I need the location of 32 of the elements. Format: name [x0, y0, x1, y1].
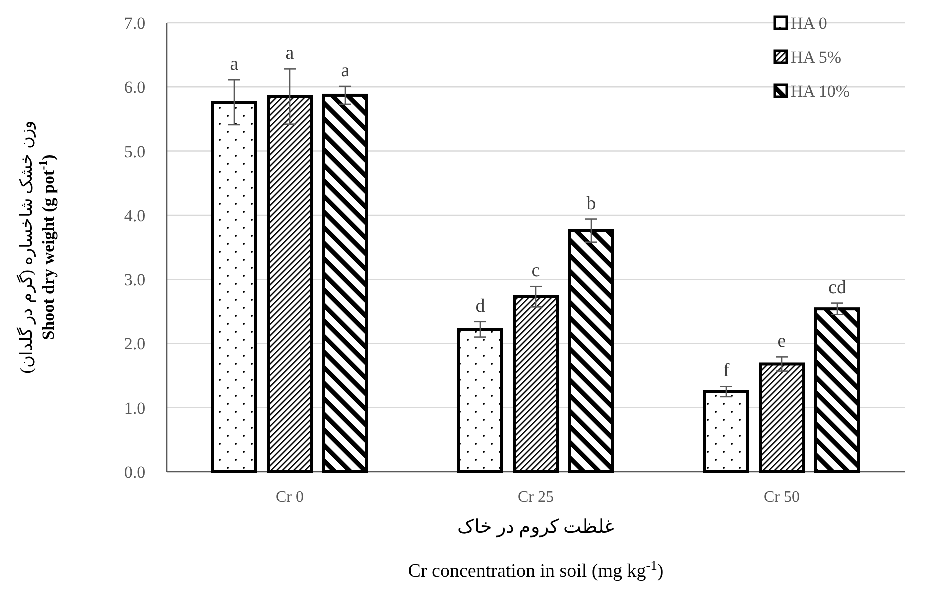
bar — [458, 328, 504, 474]
y-tick-label: 5.0 — [124, 142, 146, 162]
data-label: b — [586, 193, 596, 214]
x-tick-label: Cr 50 — [764, 489, 800, 506]
bar — [212, 101, 258, 474]
data-label: cd — [828, 277, 847, 298]
x-tick-label: Cr 25 — [518, 489, 554, 506]
bar — [267, 95, 313, 474]
y-tick-label: 1.0 — [124, 398, 146, 418]
data-label: a — [230, 54, 240, 76]
data-label: a — [286, 43, 295, 64]
bar — [322, 94, 368, 474]
bar — [759, 362, 805, 474]
y-tick-label: 4.0 — [124, 206, 146, 226]
y-tick-label: 7.0 — [124, 14, 146, 33]
y-tick-label: 6.0 — [124, 78, 146, 98]
data-label: a — [341, 60, 350, 82]
data-label: c — [532, 260, 540, 282]
data-label: e — [778, 331, 786, 352]
y-tick-label: 2.0 — [124, 334, 146, 354]
bar — [704, 390, 750, 474]
data-label: f — [723, 360, 730, 382]
data-label: d — [476, 296, 486, 317]
y-tick-label: 3.0 — [124, 270, 146, 290]
legend-label: HA 5% — [791, 48, 842, 67]
y-tick-label: 0.0 — [124, 463, 146, 482]
bar — [814, 308, 860, 474]
x-tick-label: Cr 0 — [276, 489, 304, 506]
bar — [513, 295, 559, 474]
legend-label: HA 10% — [791, 82, 850, 101]
legend-label: HA 0 — [791, 14, 828, 33]
bar — [568, 229, 614, 474]
